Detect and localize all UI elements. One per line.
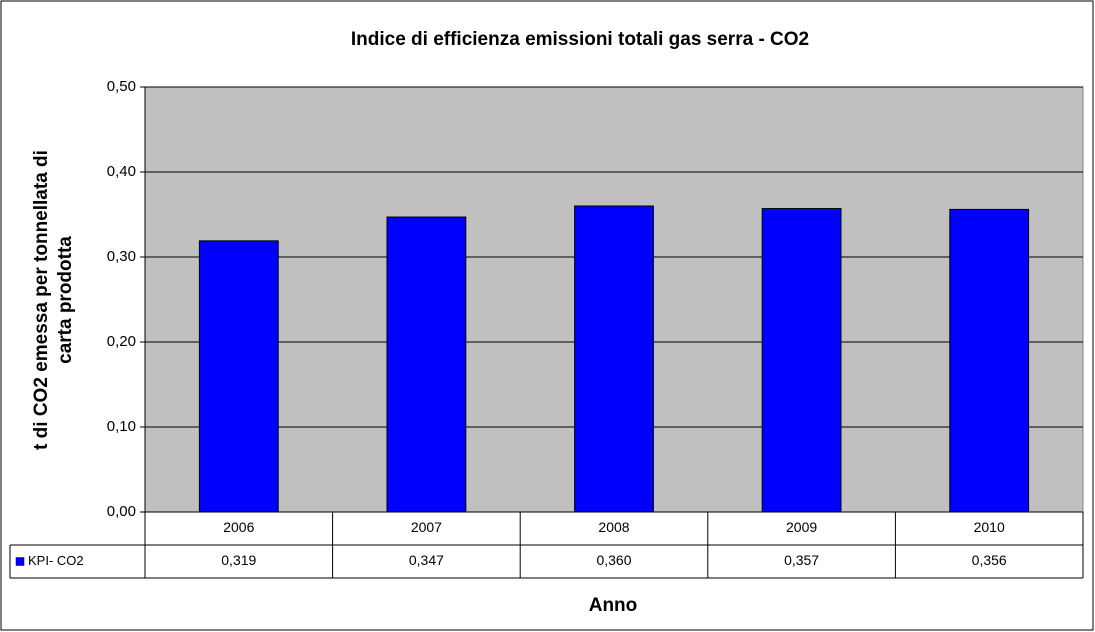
y-axis-title: t di CO2 emessa per tonnellata di	[31, 150, 52, 450]
legend-swatch	[15, 557, 25, 566]
chart-title: Indice di efficienza emissioni totali ga…	[351, 29, 809, 50]
x-axis-title: Anno	[589, 595, 638, 616]
bar	[574, 205, 654, 513]
x-tick-label: 2010	[974, 519, 1005, 535]
y-tick-label: 0,20	[107, 333, 136, 350]
table-value: 0,356	[972, 552, 1007, 568]
bar	[761, 208, 842, 513]
bar	[949, 208, 1030, 513]
y-tick-label: 0,30	[107, 248, 136, 265]
y-tick-label: 0,40	[107, 163, 136, 180]
y-tick-label: 0,50	[107, 78, 136, 95]
table-value: 0,360	[596, 552, 631, 568]
x-tick-label: 2007	[411, 519, 442, 535]
table-value: 0,357	[784, 552, 819, 568]
bar	[198, 240, 279, 513]
table-value: 0,319	[221, 552, 256, 568]
legend-label: KPI- CO2	[28, 553, 84, 568]
y-axis-title: carta prodotta	[55, 236, 76, 364]
table-value: 0,347	[409, 552, 444, 568]
x-tick-label: 2006	[223, 519, 254, 535]
y-tick-label: 0,10	[107, 418, 136, 435]
bar	[386, 216, 467, 513]
x-tick-label: 2008	[598, 519, 629, 535]
y-tick-label: 0,00	[107, 503, 136, 520]
x-tick-label: 2009	[786, 519, 817, 535]
